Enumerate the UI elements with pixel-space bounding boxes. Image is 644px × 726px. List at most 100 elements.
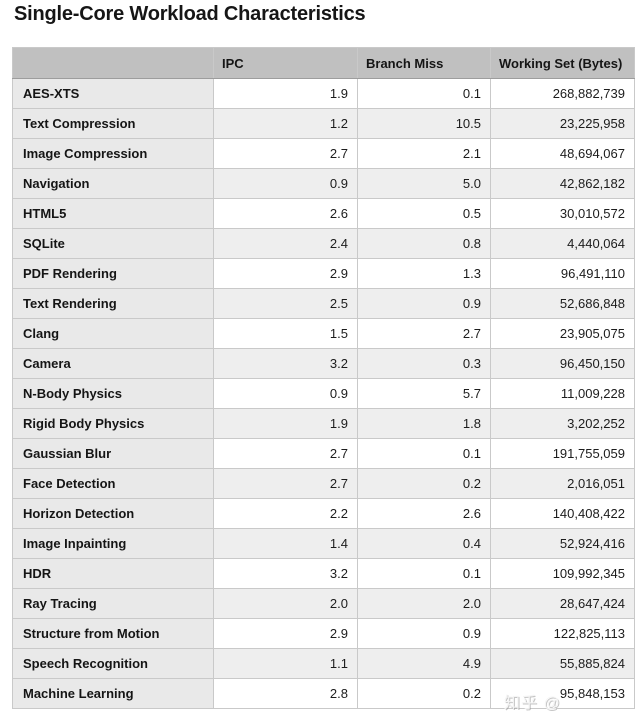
table-row: Structure from Motion 2.9 0.9 122,825,113 bbox=[12, 618, 635, 649]
table-header: IPC Branch Miss Working Set (Bytes) bbox=[12, 47, 635, 79]
working-set-cell: 23,225,958 bbox=[490, 108, 635, 139]
branch-miss-cell: 1.8 bbox=[357, 408, 491, 439]
workload-name-cell: Rigid Body Physics bbox=[12, 408, 214, 439]
working-set-cell: 96,450,150 bbox=[490, 348, 635, 379]
working-set-cell: 191,755,059 bbox=[490, 438, 635, 469]
workload-name-cell: Gaussian Blur bbox=[12, 438, 214, 469]
table-row: Camera 3.2 0.3 96,450,150 bbox=[12, 348, 635, 379]
ipc-cell: 2.7 bbox=[213, 438, 358, 469]
branch-miss-cell: 4.9 bbox=[357, 648, 491, 679]
workload-name-cell: Text Rendering bbox=[12, 288, 214, 319]
working-set-cell: 3,202,252 bbox=[490, 408, 635, 439]
workload-name-cell: Clang bbox=[12, 318, 214, 349]
working-set-cell: 2,016,051 bbox=[490, 468, 635, 499]
working-set-cell: 95,848,153 bbox=[490, 678, 635, 709]
workload-name-cell: SQLite bbox=[12, 228, 214, 259]
branch-miss-cell: 5.7 bbox=[357, 378, 491, 409]
branch-miss-cell: 0.8 bbox=[357, 228, 491, 259]
branch-miss-cell: 0.5 bbox=[357, 198, 491, 229]
branch-miss-cell: 2.1 bbox=[357, 138, 491, 169]
table-row: Navigation 0.9 5.0 42,862,182 bbox=[12, 168, 635, 199]
branch-miss-cell: 2.7 bbox=[357, 318, 491, 349]
working-set-cell: 122,825,113 bbox=[490, 618, 635, 649]
ipc-cell: 2.7 bbox=[213, 468, 358, 499]
header-cell-workload bbox=[12, 47, 214, 79]
working-set-cell: 52,924,416 bbox=[490, 528, 635, 559]
table-row: Text Compression 1.2 10.5 23,225,958 bbox=[12, 108, 635, 139]
branch-miss-cell: 1.3 bbox=[357, 258, 491, 289]
branch-miss-cell: 0.9 bbox=[357, 288, 491, 319]
header-row: IPC Branch Miss Working Set (Bytes) bbox=[12, 47, 635, 79]
table-row: AES-XTS 1.9 0.1 268,882,739 bbox=[12, 78, 635, 109]
ipc-cell: 1.9 bbox=[213, 78, 358, 109]
ipc-cell: 1.2 bbox=[213, 108, 358, 139]
working-set-cell: 30,010,572 bbox=[490, 198, 635, 229]
ipc-cell: 0.9 bbox=[213, 168, 358, 199]
table-row: Clang 1.5 2.7 23,905,075 bbox=[12, 318, 635, 349]
workload-characteristics-table: IPC Branch Miss Working Set (Bytes) AES-… bbox=[12, 47, 635, 709]
ipc-cell: 2.5 bbox=[213, 288, 358, 319]
working-set-cell: 23,905,075 bbox=[490, 318, 635, 349]
working-set-cell: 11,009,228 bbox=[490, 378, 635, 409]
table-row: N-Body Physics 0.9 5.7 11,009,228 bbox=[12, 378, 635, 409]
table-row: HTML5 2.6 0.5 30,010,572 bbox=[12, 198, 635, 229]
branch-miss-cell: 0.2 bbox=[357, 678, 491, 709]
header-cell-ipc: IPC bbox=[213, 47, 358, 79]
working-set-cell: 4,440,064 bbox=[490, 228, 635, 259]
workload-name-cell: Machine Learning bbox=[12, 678, 214, 709]
ipc-cell: 2.0 bbox=[213, 588, 358, 619]
header-cell-branch-miss: Branch Miss bbox=[357, 47, 491, 79]
workload-name-cell: HTML5 bbox=[12, 198, 214, 229]
workload-name-cell: Horizon Detection bbox=[12, 498, 214, 529]
working-set-cell: 268,882,739 bbox=[490, 78, 635, 109]
working-set-cell: 28,647,424 bbox=[490, 588, 635, 619]
workload-name-cell: Face Detection bbox=[12, 468, 214, 499]
table-row: Ray Tracing 2.0 2.0 28,647,424 bbox=[12, 588, 635, 619]
workload-name-cell: Ray Tracing bbox=[12, 588, 214, 619]
workload-name-cell: Image Compression bbox=[12, 138, 214, 169]
working-set-cell: 42,862,182 bbox=[490, 168, 635, 199]
working-set-cell: 109,992,345 bbox=[490, 558, 635, 589]
ipc-cell: 2.9 bbox=[213, 258, 358, 289]
ipc-cell: 0.9 bbox=[213, 378, 358, 409]
workload-name-cell: PDF Rendering bbox=[12, 258, 214, 289]
branch-miss-cell: 2.6 bbox=[357, 498, 491, 529]
ipc-cell: 2.8 bbox=[213, 678, 358, 709]
branch-miss-cell: 0.4 bbox=[357, 528, 491, 559]
workload-name-cell: Speech Recognition bbox=[12, 648, 214, 679]
branch-miss-cell: 5.0 bbox=[357, 168, 491, 199]
branch-miss-cell: 10.5 bbox=[357, 108, 491, 139]
table-row: Speech Recognition 1.1 4.9 55,885,824 bbox=[12, 648, 635, 679]
workload-name-cell: N-Body Physics bbox=[12, 378, 214, 409]
branch-miss-cell: 0.3 bbox=[357, 348, 491, 379]
header-cell-working-set: Working Set (Bytes) bbox=[490, 47, 635, 79]
table-body: AES-XTS 1.9 0.1 268,882,739 Text Compression… bbox=[12, 78, 635, 709]
branch-miss-cell: 2.0 bbox=[357, 588, 491, 619]
ipc-cell: 1.1 bbox=[213, 648, 358, 679]
workload-name-cell: Image Inpainting bbox=[12, 528, 214, 559]
ipc-cell: 2.9 bbox=[213, 618, 358, 649]
table-row: HDR 3.2 0.1 109,992,345 bbox=[12, 558, 635, 589]
ipc-cell: 2.6 bbox=[213, 198, 358, 229]
table-row: PDF Rendering 2.9 1.3 96,491,110 bbox=[12, 258, 635, 289]
branch-miss-cell: 0.1 bbox=[357, 438, 491, 469]
ipc-cell: 1.5 bbox=[213, 318, 358, 349]
table-row: Image Inpainting 1.4 0.4 52,924,416 bbox=[12, 528, 635, 559]
branch-miss-cell: 0.9 bbox=[357, 618, 491, 649]
table-row: Face Detection 2.7 0.2 2,016,051 bbox=[12, 468, 635, 499]
workload-name-cell: AES-XTS bbox=[12, 78, 214, 109]
table-row: Gaussian Blur 2.7 0.1 191,755,059 bbox=[12, 438, 635, 469]
table-row: SQLite 2.4 0.8 4,440,064 bbox=[12, 228, 635, 259]
page-title: Single-Core Workload Characteristics bbox=[14, 3, 366, 25]
ipc-cell: 1.4 bbox=[213, 528, 358, 559]
working-set-cell: 55,885,824 bbox=[490, 648, 635, 679]
table-row: Horizon Detection 2.2 2.6 140,408,422 bbox=[12, 498, 635, 529]
branch-miss-cell: 0.2 bbox=[357, 468, 491, 499]
branch-miss-cell: 0.1 bbox=[357, 78, 491, 109]
workload-name-cell: Text Compression bbox=[12, 108, 214, 139]
working-set-cell: 96,491,110 bbox=[490, 258, 635, 289]
workload-name-cell: Structure from Motion bbox=[12, 618, 214, 649]
table-row: Rigid Body Physics 1.9 1.8 3,202,252 bbox=[12, 408, 635, 439]
ipc-cell: 2.4 bbox=[213, 228, 358, 259]
ipc-cell: 3.2 bbox=[213, 558, 358, 589]
